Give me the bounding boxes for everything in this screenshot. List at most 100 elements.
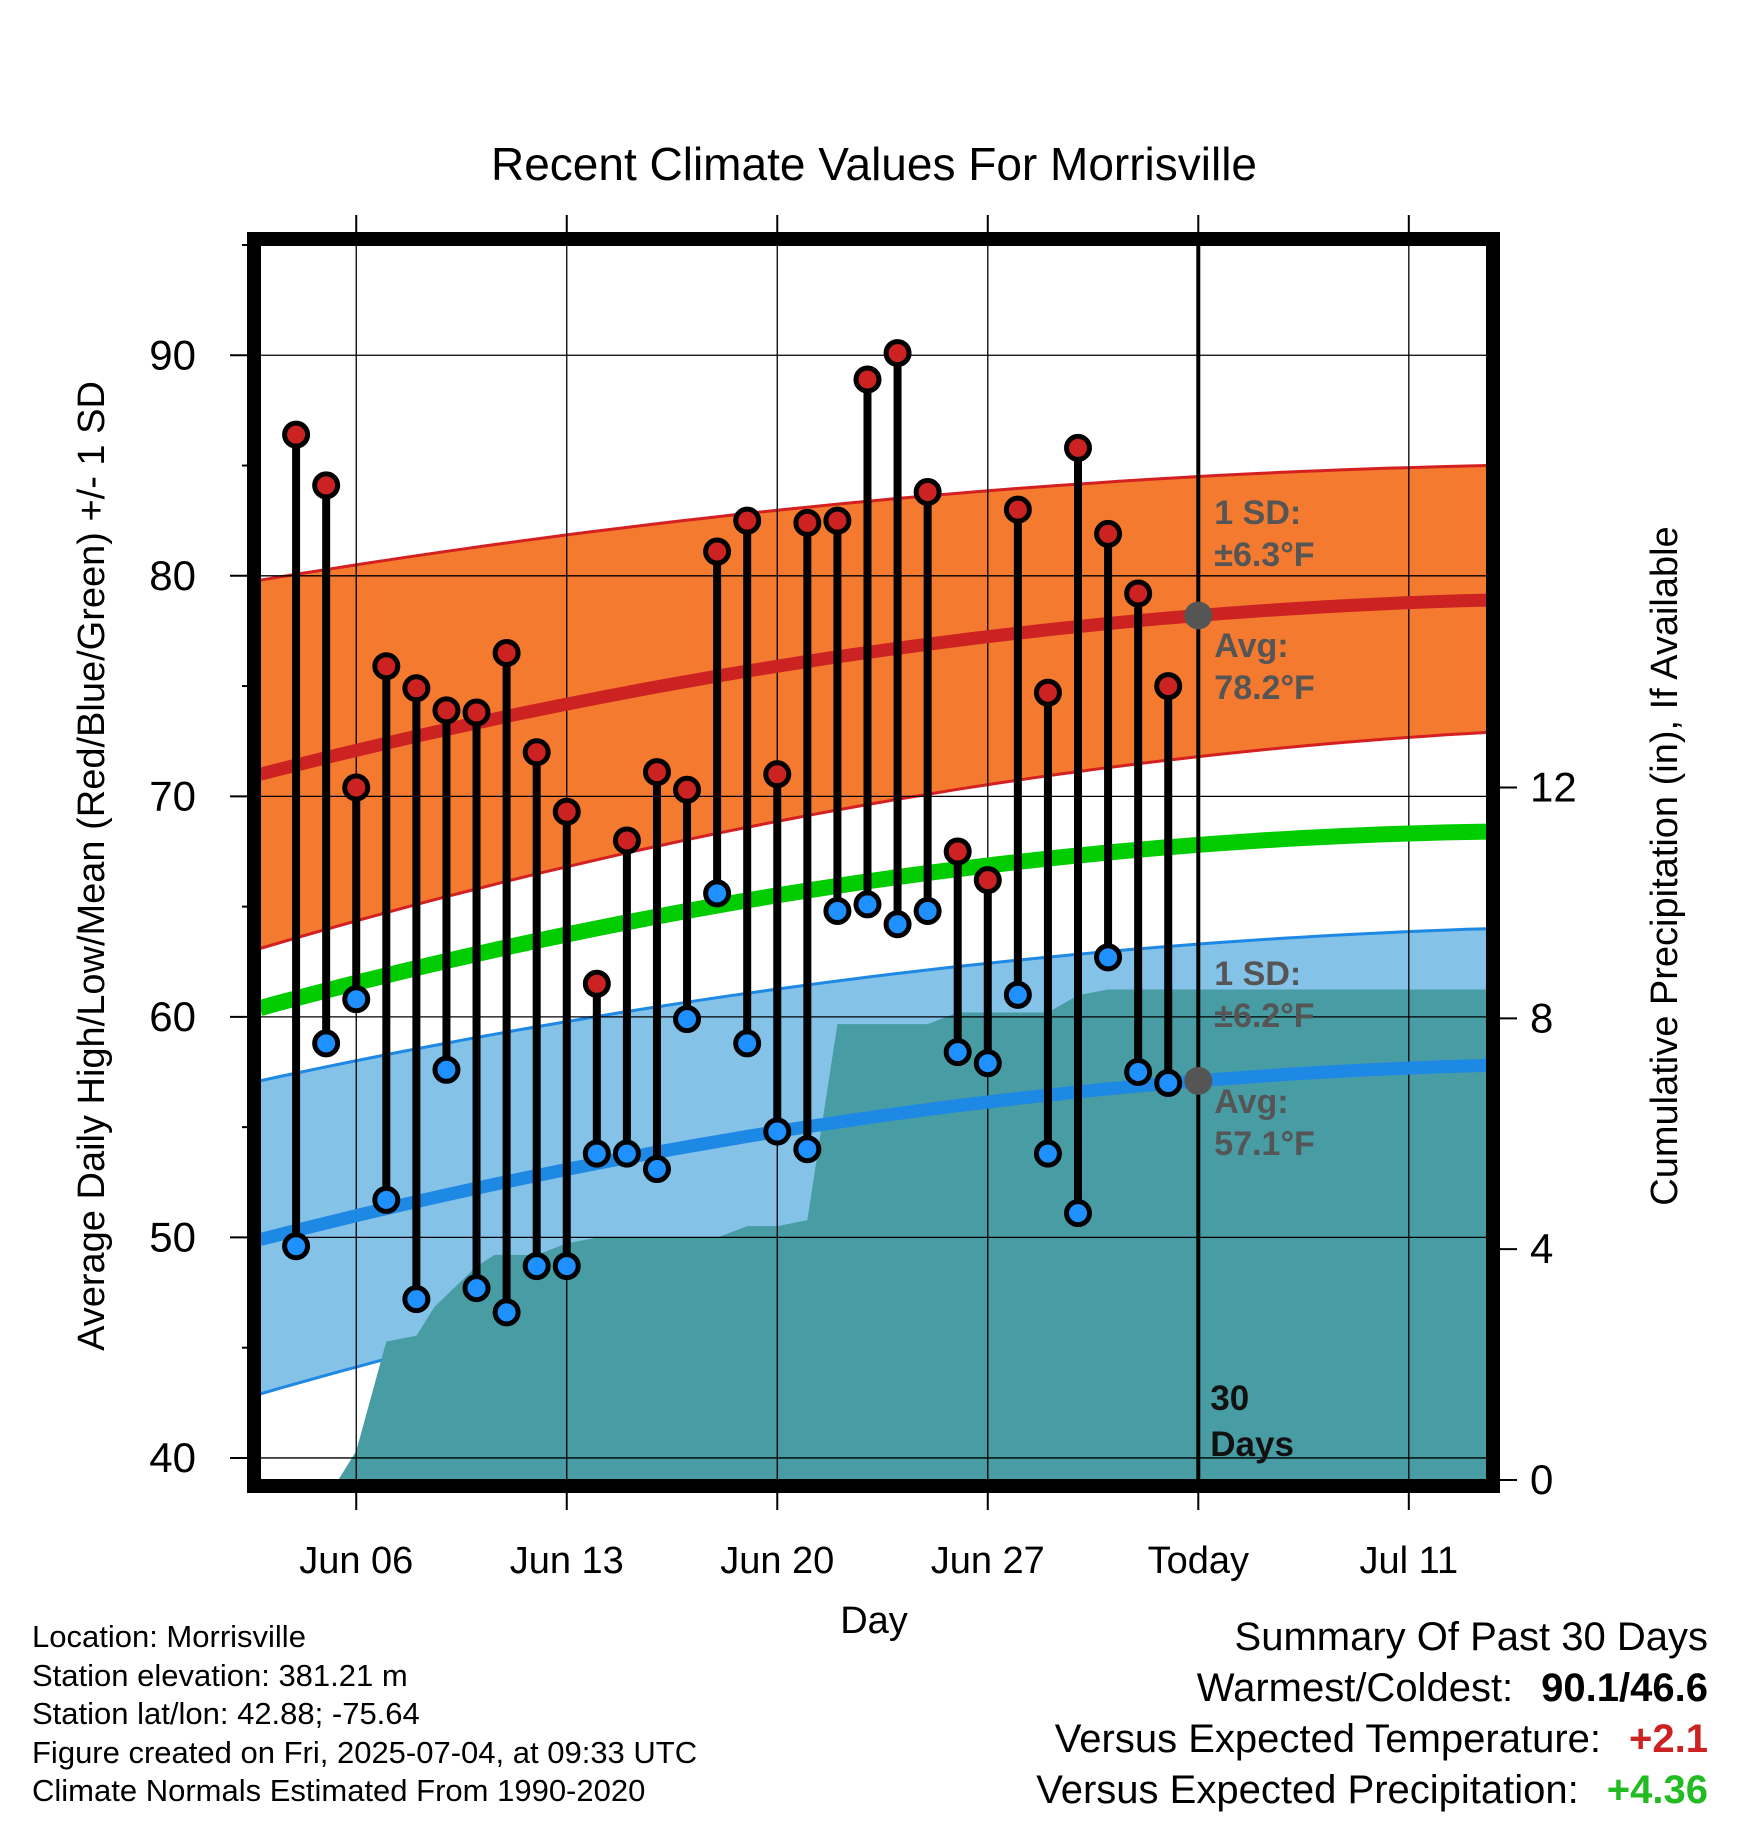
y2-tick-label: 12 xyxy=(1530,763,1577,810)
high-point xyxy=(372,652,401,681)
high-point xyxy=(733,506,762,535)
warmest-coldest-label: Warmest/Coldest: xyxy=(1196,1666,1514,1710)
high-point xyxy=(1094,519,1123,548)
precip-anomaly-value: +4.36 xyxy=(1606,1768,1708,1812)
high-point xyxy=(673,775,702,804)
high-point xyxy=(612,826,641,855)
high-sd-band-lower-edge xyxy=(259,730,1488,950)
high-point xyxy=(1154,672,1183,701)
high-point xyxy=(1033,678,1062,707)
low-point xyxy=(733,1029,762,1058)
chart-title: Recent Climate Values For Morrisville xyxy=(491,138,1257,190)
high-point xyxy=(522,738,551,767)
low-point xyxy=(793,1135,822,1164)
high-point xyxy=(943,837,972,866)
high-point xyxy=(1124,579,1153,608)
y2-tick-label: 4 xyxy=(1530,1225,1553,1272)
x-tick-label: Jul 11 xyxy=(1360,1540,1459,1582)
low-point xyxy=(552,1252,581,1281)
high-point xyxy=(282,420,311,449)
low-point xyxy=(492,1298,521,1327)
created-line: Figure created on Fri, 2025-07-04, at 09… xyxy=(32,1734,698,1770)
warmest-coldest-row: Warmest/Coldest: 90.1/46.6 xyxy=(1036,1663,1708,1714)
high-avg-annotation-line: Avg: xyxy=(1214,627,1288,665)
low-sd-annotation: 1 SD: ±6.2°F xyxy=(1214,955,1314,1035)
high-point xyxy=(763,760,792,789)
high-point xyxy=(462,698,491,727)
low-point xyxy=(642,1155,671,1184)
days-label-line: 30 xyxy=(1210,1379,1249,1418)
low-point xyxy=(943,1038,972,1067)
high-point xyxy=(1003,495,1032,524)
low-point xyxy=(372,1185,401,1214)
high-point xyxy=(883,339,912,368)
location-line: Location: Morrisville xyxy=(32,1619,306,1654)
low-point xyxy=(913,897,942,926)
high-sd-annotation-line: ±6.3°F xyxy=(1214,536,1314,574)
daily-range-bars xyxy=(282,339,1183,1327)
low-point xyxy=(1094,943,1123,972)
normals-line: Climate Normals Estimated From 1990-2020 xyxy=(32,1773,646,1808)
y-tick-label: 40 xyxy=(149,1434,196,1481)
low-point xyxy=(312,1029,341,1058)
high-point xyxy=(1064,433,1092,462)
x-tick-label: Jun 20 xyxy=(720,1540,834,1582)
latlon-line: Station lat/lon: 42.88; -75.64 xyxy=(32,1696,420,1731)
high-point xyxy=(642,758,671,787)
x-tick-label: Jun 06 xyxy=(299,1540,413,1582)
high-point xyxy=(703,537,732,566)
summary-panel: Summary Of Past 30 Days Warmest/Coldest:… xyxy=(1036,1612,1708,1816)
low-sd-annotation-line: ±6.2°F xyxy=(1214,997,1314,1035)
x-tick-label: Jun 13 xyxy=(510,1540,624,1582)
high-point xyxy=(492,638,521,667)
high-point xyxy=(823,506,852,535)
high-avg-annotation: Avg: 78.2°F xyxy=(1214,627,1315,707)
high-point xyxy=(793,508,822,537)
high-sd-annotation: 1 SD: ±6.3°F xyxy=(1214,494,1314,574)
days-label: 30 Days xyxy=(1210,1379,1294,1464)
low-point xyxy=(342,985,371,1014)
low-point xyxy=(462,1274,491,1303)
summary-title: Summary Of Past 30 Days xyxy=(1234,1615,1708,1659)
today-high-avg-dot xyxy=(1184,601,1213,630)
low-point xyxy=(1064,1199,1092,1228)
y-tick-label: 50 xyxy=(149,1213,196,1260)
low-point xyxy=(522,1252,551,1281)
high-avg-annotation-line: 78.2°F xyxy=(1214,669,1315,707)
station-info: Location: Morrisville Station elevation:… xyxy=(32,1618,697,1811)
frame-border xyxy=(247,232,1500,1493)
today-marker: 30 Days xyxy=(1184,245,1294,1480)
high-point xyxy=(973,866,1002,895)
y2-tick-label: 8 xyxy=(1530,994,1553,1041)
normal-mean-lines xyxy=(257,593,1488,1246)
low-point xyxy=(703,879,732,908)
high-point xyxy=(853,365,882,394)
y-tick-label: 80 xyxy=(149,552,196,599)
high-sd-band-upper-edge xyxy=(259,464,1488,582)
temp-anomaly-value: +2.1 xyxy=(1629,1717,1708,1761)
x-tick-label: Jun 27 xyxy=(931,1540,1045,1582)
low-point xyxy=(1154,1069,1183,1098)
low-point xyxy=(1003,980,1032,1009)
days-label-line: Days xyxy=(1210,1425,1294,1464)
y-tick-label: 60 xyxy=(149,993,196,1040)
precip-anomaly-row: Versus Expected Precipitation: +4.36 xyxy=(1036,1765,1708,1816)
high-mean-line xyxy=(258,593,1488,781)
high-point xyxy=(582,969,611,998)
mean-line xyxy=(257,823,1488,1016)
high-point xyxy=(342,773,371,802)
low-avg-annotation-line: 57.1°F xyxy=(1214,1125,1315,1163)
low-point xyxy=(402,1285,431,1314)
precip-anomaly-label: Versus Expected Precipitation: xyxy=(1036,1768,1579,1812)
low-point xyxy=(1033,1139,1062,1168)
y-tick-label: 90 xyxy=(149,331,196,378)
x-axis-label: Day xyxy=(840,1600,908,1642)
low-point xyxy=(612,1139,641,1168)
low-sd-band-upper-edge xyxy=(259,927,1488,1083)
x-tick-label: Today xyxy=(1148,1540,1249,1582)
low-sd-annotation-line: 1 SD: xyxy=(1214,955,1301,993)
low-point xyxy=(432,1055,461,1084)
high-point xyxy=(552,797,581,826)
high-point xyxy=(432,696,461,725)
temp-anomaly-row: Versus Expected Temperature: +2.1 xyxy=(1036,1714,1708,1765)
